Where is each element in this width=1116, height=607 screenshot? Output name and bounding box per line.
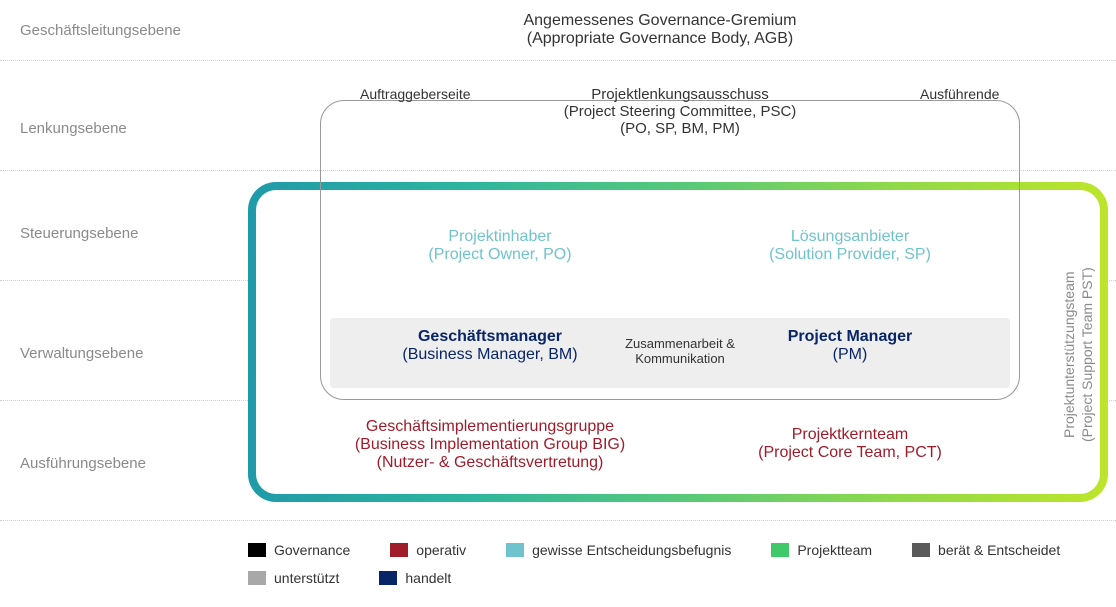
role-business-manager: Geschäftsmanager (Business Manager, BM) bbox=[360, 328, 620, 364]
legend-label: berät & Entscheidet bbox=[938, 542, 1060, 558]
agb-title-en: (Appropriate Governance Body, AGB) bbox=[430, 30, 890, 48]
role-pm-de: Project Manager bbox=[740, 328, 960, 346]
row-divider bbox=[0, 520, 1116, 521]
role-solution-provider: Lösungsanbieter (Solution Provider, SP) bbox=[730, 228, 970, 264]
role-bm-en: (Business Manager, BM) bbox=[360, 346, 620, 364]
legend-label: gewisse Entscheidungsbefugnis bbox=[532, 542, 731, 558]
role-sp-de: Lösungsanbieter bbox=[730, 228, 970, 246]
role-big-de: Geschäftsimplementierungsgruppe bbox=[310, 418, 670, 436]
legend-label: handelt bbox=[405, 570, 451, 586]
role-pct-en: (Project Core Team, PCT) bbox=[730, 444, 970, 462]
role-big-sub: (Nutzer- & Geschäftsvertretung) bbox=[310, 454, 670, 472]
legend-item: Projektteam bbox=[771, 542, 872, 558]
role-big: Geschäftsimplementierungsgruppe (Busines… bbox=[310, 418, 670, 472]
collaboration-line2: Kommunikation bbox=[600, 351, 760, 366]
role-po-de: Projektinhaber bbox=[380, 228, 620, 246]
swatch bbox=[771, 543, 789, 557]
role-sp-en: (Solution Provider, SP) bbox=[730, 246, 970, 264]
row-label-executive: Geschäftsleitungsebene bbox=[20, 22, 181, 39]
psc-title: Projektlenkungsausschuss (Project Steeri… bbox=[550, 86, 810, 137]
legend-item: operativ bbox=[390, 542, 466, 558]
role-big-en: (Business Implementation Group BIG) bbox=[310, 436, 670, 454]
pst-line2: (Project Support Team PST) bbox=[1079, 268, 1095, 443]
swatch bbox=[390, 543, 408, 557]
row-label-steering: Lenkungsebene bbox=[20, 120, 127, 137]
row-divider bbox=[0, 60, 1116, 61]
legend-item: Governance bbox=[248, 542, 350, 558]
row-label-management: Verwaltungsebene bbox=[20, 345, 143, 362]
governance-diagram: Geschäftsleitungsebene Lenkungsebene Ste… bbox=[0, 0, 1116, 607]
swatch bbox=[506, 543, 524, 557]
legend-label: operativ bbox=[416, 542, 466, 558]
psc-title-de: Projektlenkungsausschuss bbox=[550, 86, 810, 103]
legend-label: unterstützt bbox=[274, 570, 339, 586]
psc-title-roles: (PO, SP, BM, PM) bbox=[550, 120, 810, 137]
agb-title: Angemessenes Governance-Gremium (Appropr… bbox=[430, 12, 890, 48]
collaboration-line1: Zusammenarbeit & bbox=[600, 336, 760, 351]
role-pm-en: (PM) bbox=[740, 346, 960, 364]
legend-item: unterstützt bbox=[248, 570, 339, 586]
heading-client-side: Auftraggeberseite bbox=[360, 86, 471, 102]
row-label-execution: Ausführungsebene bbox=[20, 455, 146, 472]
swatch bbox=[379, 571, 397, 585]
agb-title-de: Angemessenes Governance-Gremium bbox=[430, 12, 890, 30]
swatch bbox=[912, 543, 930, 557]
swatch bbox=[248, 543, 266, 557]
role-po-en: (Project Owner, PO) bbox=[380, 246, 620, 264]
role-bm-de: Geschäftsmanager bbox=[360, 328, 620, 346]
pst-line1: Projektunterstützungsteam bbox=[1061, 272, 1077, 439]
legend-item: handelt bbox=[379, 570, 451, 586]
legend-item: berät & Entscheidet bbox=[912, 542, 1060, 558]
role-pct-de: Projektkernteam bbox=[730, 426, 970, 444]
pst-label: Projektunterstützungsteam (Project Suppo… bbox=[1060, 220, 1096, 490]
role-pct: Projektkernteam (Project Core Team, PCT) bbox=[730, 426, 970, 462]
role-project-owner: Projektinhaber (Project Owner, PO) bbox=[380, 228, 620, 264]
heading-executing-side: Ausführende bbox=[920, 86, 999, 102]
legend: Governance operativ gewisse Entscheidung… bbox=[248, 542, 1108, 586]
psc-title-en: (Project Steering Committee, PSC) bbox=[550, 103, 810, 120]
swatch bbox=[248, 571, 266, 585]
row-label-control: Steuerungsebene bbox=[20, 225, 138, 242]
legend-item: gewisse Entscheidungsbefugnis bbox=[506, 542, 731, 558]
role-project-manager: Project Manager (PM) bbox=[740, 328, 960, 364]
collaboration-label: Zusammenarbeit & Kommunikation bbox=[600, 336, 760, 366]
legend-label: Governance bbox=[274, 542, 350, 558]
legend-label: Projektteam bbox=[797, 542, 872, 558]
